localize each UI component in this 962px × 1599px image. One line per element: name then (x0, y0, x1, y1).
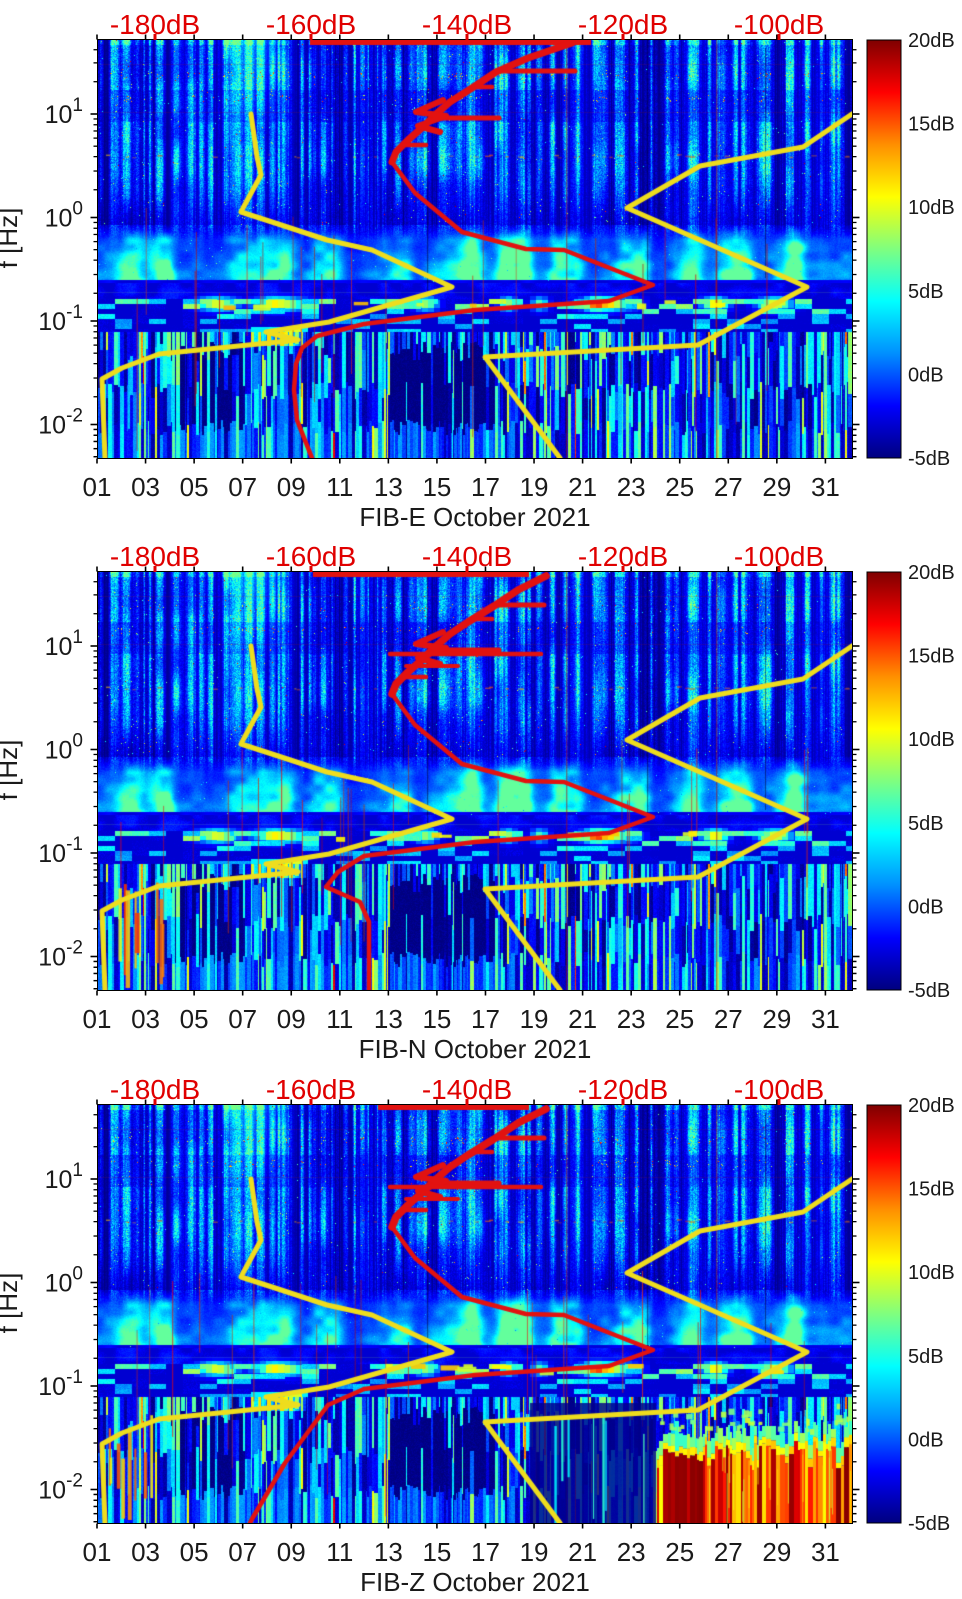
svg-text:21: 21 (568, 1004, 597, 1034)
svg-text:17: 17 (471, 472, 500, 502)
svg-text:17: 17 (471, 1537, 500, 1567)
svg-text:05: 05 (180, 1537, 209, 1567)
svg-text:-5dB: -5dB (908, 980, 950, 1002)
svg-text:15: 15 (422, 1004, 451, 1034)
svg-text:03: 03 (131, 1537, 160, 1567)
svg-text:10-1: 10-1 (38, 834, 83, 868)
svg-text:-180dB: -180dB (110, 1074, 200, 1105)
svg-text:-160dB: -160dB (266, 1074, 356, 1105)
svg-text:-120dB: -120dB (578, 1074, 668, 1105)
svg-text:19: 19 (520, 1004, 549, 1034)
svg-text:01: 01 (83, 472, 112, 502)
svg-text:5dB: 5dB (908, 1346, 944, 1368)
svg-text:100: 100 (45, 199, 83, 233)
svg-text:03: 03 (131, 472, 160, 502)
svg-text:20dB: 20dB (908, 1095, 955, 1117)
svg-text:07: 07 (228, 472, 257, 502)
svg-text:29: 29 (762, 472, 791, 502)
svg-text:21: 21 (568, 472, 597, 502)
svg-text:10-1: 10-1 (38, 1367, 83, 1401)
svg-text:10dB: 10dB (908, 197, 955, 219)
svg-text:31: 31 (811, 472, 840, 502)
svg-text:29: 29 (762, 1004, 791, 1034)
svg-text:25: 25 (665, 1537, 694, 1567)
svg-text:10dB: 10dB (908, 729, 955, 751)
svg-text:15dB: 15dB (908, 646, 955, 668)
svg-text:01: 01 (83, 1537, 112, 1567)
svg-text:10-2: 10-2 (38, 406, 83, 440)
svg-text:100: 100 (45, 731, 83, 765)
svg-text:101: 101 (45, 627, 83, 661)
svg-text:10dB: 10dB (908, 1262, 955, 1284)
svg-text:-100dB: -100dB (734, 9, 824, 40)
svg-text:03: 03 (131, 1004, 160, 1034)
svg-text:09: 09 (277, 1004, 306, 1034)
svg-text:11: 11 (326, 1004, 353, 1034)
svg-text:09: 09 (277, 472, 306, 502)
svg-text:5dB: 5dB (908, 813, 944, 835)
svg-text:-5dB: -5dB (908, 448, 950, 470)
svg-text:-160dB: -160dB (266, 9, 356, 40)
svg-text:25: 25 (665, 1004, 694, 1034)
svg-text:05: 05 (180, 1004, 209, 1034)
svg-text:31: 31 (811, 1004, 840, 1034)
svg-text:05: 05 (180, 472, 209, 502)
svg-text:23: 23 (617, 1537, 646, 1567)
svg-text:15: 15 (422, 472, 451, 502)
svg-text:FIB-Z October 2021: FIB-Z October 2021 (360, 1567, 590, 1597)
svg-text:-180dB: -180dB (110, 541, 200, 572)
svg-text:23: 23 (617, 472, 646, 502)
svg-text:f [Hz]: f [Hz] (0, 208, 23, 269)
svg-text:07: 07 (228, 1537, 257, 1567)
svg-text:11: 11 (326, 472, 353, 502)
svg-text:27: 27 (714, 1004, 743, 1034)
svg-text:-140dB: -140dB (422, 9, 512, 40)
svg-text:19: 19 (520, 472, 549, 502)
svg-text:0dB: 0dB (908, 364, 944, 386)
svg-text:15: 15 (422, 1537, 451, 1567)
svg-text:15dB: 15dB (908, 114, 955, 136)
svg-text:-160dB: -160dB (266, 541, 356, 572)
svg-text:07: 07 (228, 1004, 257, 1034)
svg-text:-120dB: -120dB (578, 541, 668, 572)
svg-text:01: 01 (83, 1004, 112, 1034)
svg-text:31: 31 (811, 1537, 840, 1567)
svg-text:5dB: 5dB (908, 281, 944, 303)
svg-text:09: 09 (277, 1537, 306, 1567)
svg-text:29: 29 (762, 1537, 791, 1567)
svg-text:13: 13 (374, 472, 403, 502)
svg-text:23: 23 (617, 1004, 646, 1034)
svg-text:-140dB: -140dB (422, 541, 512, 572)
svg-text:27: 27 (714, 472, 743, 502)
svg-text:10-2: 10-2 (38, 1471, 83, 1505)
svg-text:27: 27 (714, 1537, 743, 1567)
svg-text:20dB: 20dB (908, 30, 955, 52)
svg-text:-100dB: -100dB (734, 541, 824, 572)
svg-text:25: 25 (665, 472, 694, 502)
svg-text:FIB-E October 2021: FIB-E October 2021 (359, 502, 590, 532)
svg-text:15dB: 15dB (908, 1179, 955, 1201)
svg-text:-180dB: -180dB (110, 9, 200, 40)
svg-text:21: 21 (568, 1537, 597, 1567)
svg-text:0dB: 0dB (908, 1429, 944, 1451)
svg-text:f [Hz]: f [Hz] (0, 740, 23, 801)
svg-text:10-1: 10-1 (38, 302, 83, 336)
svg-text:-120dB: -120dB (578, 9, 668, 40)
svg-text:13: 13 (374, 1537, 403, 1567)
svg-text:101: 101 (45, 95, 83, 129)
svg-text:19: 19 (520, 1537, 549, 1567)
svg-text:FIB-N October 2021: FIB-N October 2021 (359, 1034, 592, 1064)
svg-text:100: 100 (45, 1264, 83, 1298)
svg-text:0dB: 0dB (908, 896, 944, 918)
svg-text:f [Hz]: f [Hz] (0, 1273, 23, 1334)
svg-text:-100dB: -100dB (734, 1074, 824, 1105)
svg-text:101: 101 (45, 1160, 83, 1194)
svg-text:17: 17 (471, 1004, 500, 1034)
svg-text:-5dB: -5dB (908, 1513, 950, 1535)
svg-text:13: 13 (374, 1004, 403, 1034)
svg-text:20dB: 20dB (908, 562, 955, 584)
svg-text:10-2: 10-2 (38, 938, 83, 972)
svg-text:11: 11 (326, 1537, 353, 1567)
svg-text:-140dB: -140dB (422, 1074, 512, 1105)
